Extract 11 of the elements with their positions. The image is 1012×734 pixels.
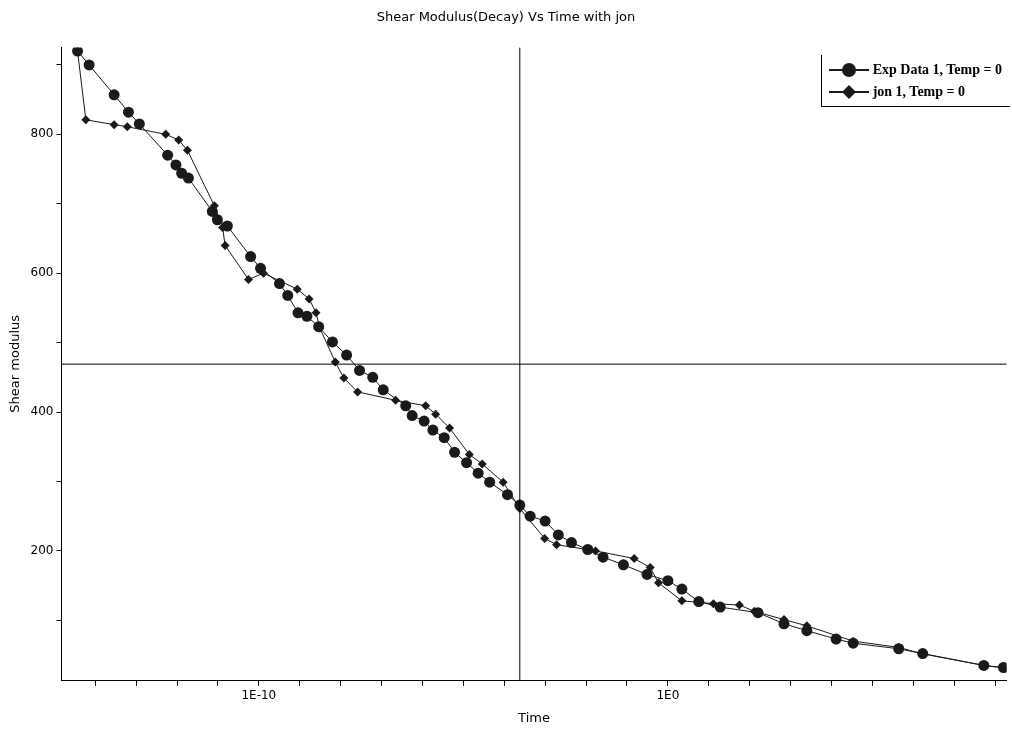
x-tick-label: 1E0	[656, 688, 680, 703]
y-tick-label: 600	[30, 265, 54, 280]
y-tick-label: 400	[30, 404, 54, 419]
x-tick-label: 1E-10	[241, 688, 277, 703]
legend-label: jon 1, Temp = 0	[872, 84, 966, 100]
y-tick-label: 800	[30, 126, 54, 141]
y-axis-title: Shear modulus	[7, 314, 23, 413]
chart-title: Shear Modulus(Decay) Vs Time with jon	[376, 9, 636, 25]
x-axis-title: Time	[517, 709, 550, 725]
legend-label: Exp Data 1, Temp = 0	[872, 62, 1002, 78]
y-tick-label: 200	[30, 543, 54, 558]
